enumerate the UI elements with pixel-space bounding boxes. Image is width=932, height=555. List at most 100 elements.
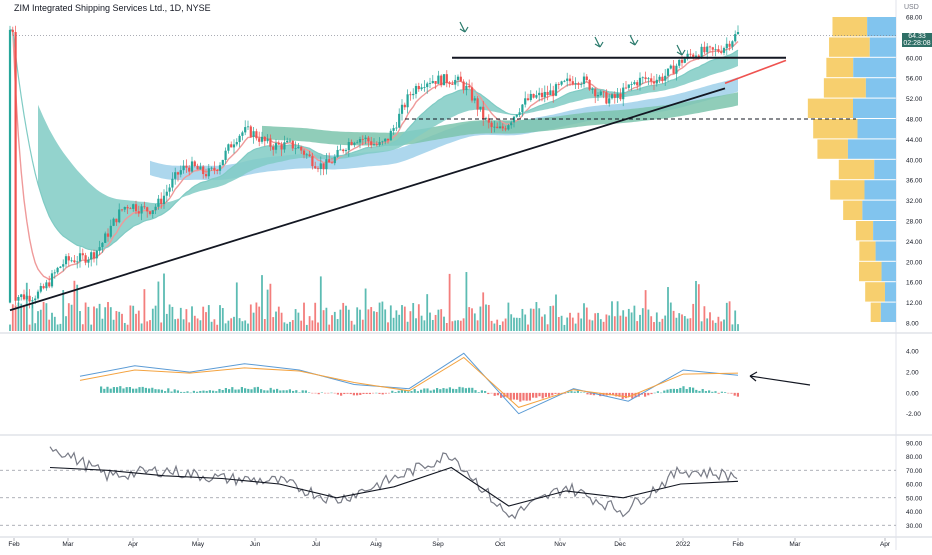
- candle-body: [244, 127, 247, 133]
- macd-histogram-bar: [535, 392, 538, 398]
- macd-histogram-bar: [490, 392, 493, 394]
- volume-bar: [527, 324, 529, 331]
- volume-bar: [639, 314, 641, 331]
- candle-body: [543, 91, 546, 98]
- volume-bar: [395, 310, 398, 331]
- volume-bar: [619, 315, 622, 331]
- volume-profile-bar: [875, 241, 896, 261]
- candle-body: [605, 92, 608, 104]
- volume-bar: [202, 306, 205, 331]
- candle-body: [90, 252, 93, 260]
- macd-histogram-bar: [266, 390, 269, 393]
- candle-body: [344, 150, 348, 152]
- macd-histogram-bar: [695, 389, 698, 393]
- macd-histogram-bar: [666, 389, 669, 393]
- volume-bar: [655, 312, 658, 331]
- volume-bar: [737, 324, 739, 331]
- volume-bar: [146, 321, 149, 331]
- volume-bar: [118, 311, 121, 331]
- candle-body: [361, 139, 364, 140]
- y-tick-label: 60.00: [906, 55, 923, 62]
- candle-body: [25, 295, 28, 300]
- candle-body: [118, 209, 121, 223]
- candle-body: [325, 159, 328, 170]
- volume-bar: [272, 317, 275, 331]
- x-tick-label: 2022: [676, 541, 691, 548]
- candle-body: [216, 170, 219, 171]
- candle-body: [535, 95, 538, 98]
- volume-bar: [571, 317, 574, 331]
- x-tick-label: Aug: [370, 541, 382, 548]
- macd-histogram-bar: [116, 387, 119, 393]
- volume-bar: [381, 301, 384, 331]
- candle-body: [720, 51, 723, 53]
- candle-body: [560, 81, 563, 85]
- volume-bar: [160, 322, 163, 331]
- macd-histogram-bar: [151, 387, 154, 393]
- volume-profile-bar: [859, 261, 882, 282]
- volume-bar: [115, 311, 118, 331]
- candle-body: [176, 172, 180, 175]
- volume-bar: [723, 319, 725, 331]
- candle-body: [725, 43, 728, 49]
- macd-histogram-bar: [205, 390, 208, 393]
- macd-histogram-bar: [183, 391, 186, 393]
- x-tick-label: Apr: [880, 541, 891, 548]
- candle-body: [22, 294, 26, 300]
- candle-body: [736, 32, 740, 35]
- candle-body: [179, 170, 182, 175]
- last-price: 64.33: [908, 33, 926, 40]
- macd-histogram-bar: [269, 387, 272, 393]
- candle-body: [549, 90, 552, 96]
- volume-bar: [20, 303, 23, 331]
- x-tick-label: Mar: [62, 541, 74, 548]
- candle-body: [260, 136, 264, 142]
- macd-histogram-bar: [464, 388, 467, 393]
- volume-bar: [31, 302, 34, 331]
- volume-bar: [683, 316, 686, 331]
- candle-body: [42, 286, 45, 289]
- ema-mid-line: [9, 29, 739, 251]
- candle-body: [728, 43, 731, 47]
- candle-body: [697, 55, 700, 58]
- macd-histogram-bar: [180, 391, 183, 393]
- candle-body: [440, 75, 443, 86]
- volume-bar: [210, 321, 213, 331]
- y-tick-label: 52.00: [906, 96, 923, 103]
- volume-bar: [269, 283, 272, 331]
- candle-body: [574, 83, 577, 85]
- volume-bar: [174, 319, 177, 331]
- macd-histogram-bar: [295, 390, 298, 393]
- candle-body: [185, 165, 188, 168]
- candle-body: [518, 112, 521, 115]
- volume-bar: [244, 320, 247, 331]
- volume-bar: [504, 318, 507, 331]
- candle-body: [288, 140, 292, 142]
- volume-bar: [235, 282, 238, 331]
- candle-body: [367, 137, 370, 142]
- volume-profile-bar: [817, 139, 848, 159]
- candle-body: [140, 206, 143, 214]
- volume-bar: [367, 309, 370, 331]
- macd-histogram-bar: [564, 392, 567, 394]
- volume-bar: [67, 303, 70, 331]
- volume-bar: [485, 304, 487, 331]
- volume-bar: [728, 301, 731, 331]
- candle-body: [409, 94, 412, 96]
- volume-bar: [650, 316, 653, 331]
- macd-histogram-bar: [400, 390, 403, 393]
- candle-body: [580, 83, 583, 85]
- volume-bar: [249, 304, 252, 331]
- rsi-line: [49, 446, 738, 520]
- candle-body: [174, 172, 177, 179]
- volume-bar: [137, 310, 140, 331]
- candle-body: [109, 225, 112, 237]
- volume-bar: [538, 308, 541, 331]
- macd-histogram-bar: [442, 388, 445, 393]
- volume-bar: [580, 318, 583, 331]
- down-arrow-marker: [459, 21, 469, 33]
- macd-histogram-bar: [634, 392, 637, 398]
- candle-body: [115, 218, 118, 223]
- candle-body: [694, 55, 698, 57]
